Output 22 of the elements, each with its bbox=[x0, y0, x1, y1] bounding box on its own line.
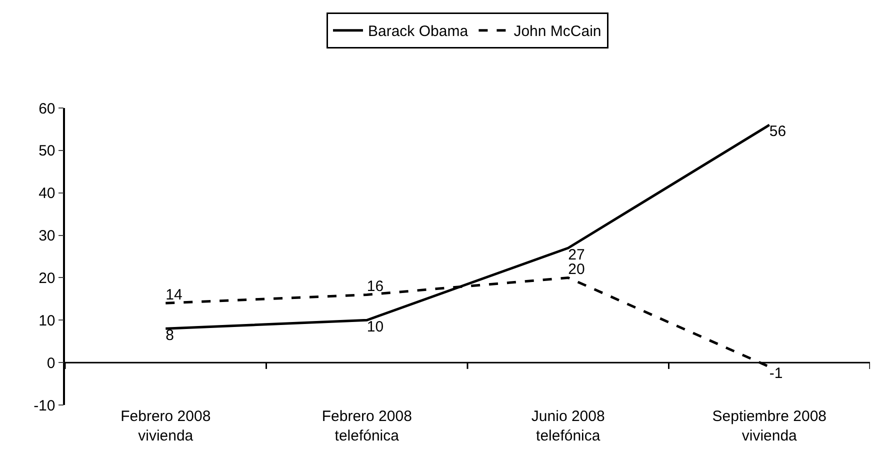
legend-label: Barack Obama bbox=[368, 23, 469, 40]
x-tick-label: Febrero 2008 telefónica bbox=[322, 408, 412, 444]
data-label: -1 bbox=[769, 365, 783, 382]
y-tick-label: 60 bbox=[38, 100, 56, 118]
data-label: 8 bbox=[166, 326, 174, 344]
data-label: 10 bbox=[366, 318, 384, 336]
y-tick-label: 40 bbox=[38, 185, 56, 202]
x-tick-label: Septiembre 2008 vivienda bbox=[712, 408, 827, 444]
data-label: 27 bbox=[568, 246, 585, 264]
data-label: 14 bbox=[166, 286, 182, 304]
y-tick-label: -10 bbox=[34, 397, 56, 414]
data-label: 20 bbox=[568, 260, 585, 278]
y-tick-label: 20 bbox=[38, 270, 56, 287]
data-label: 16 bbox=[366, 278, 384, 295]
y-tick-label: 50 bbox=[38, 142, 56, 160]
legend-label: John McCain bbox=[514, 23, 602, 40]
data-label: 56 bbox=[769, 123, 786, 140]
x-tick-label: Febrero 2008 vivienda bbox=[120, 408, 211, 444]
x-tick-label: Junio 2008 telefónica bbox=[531, 408, 605, 444]
y-tick-label: 0 bbox=[46, 354, 56, 372]
y-tick-label: 10 bbox=[38, 312, 56, 330]
y-tick-label: 30 bbox=[38, 228, 56, 245]
